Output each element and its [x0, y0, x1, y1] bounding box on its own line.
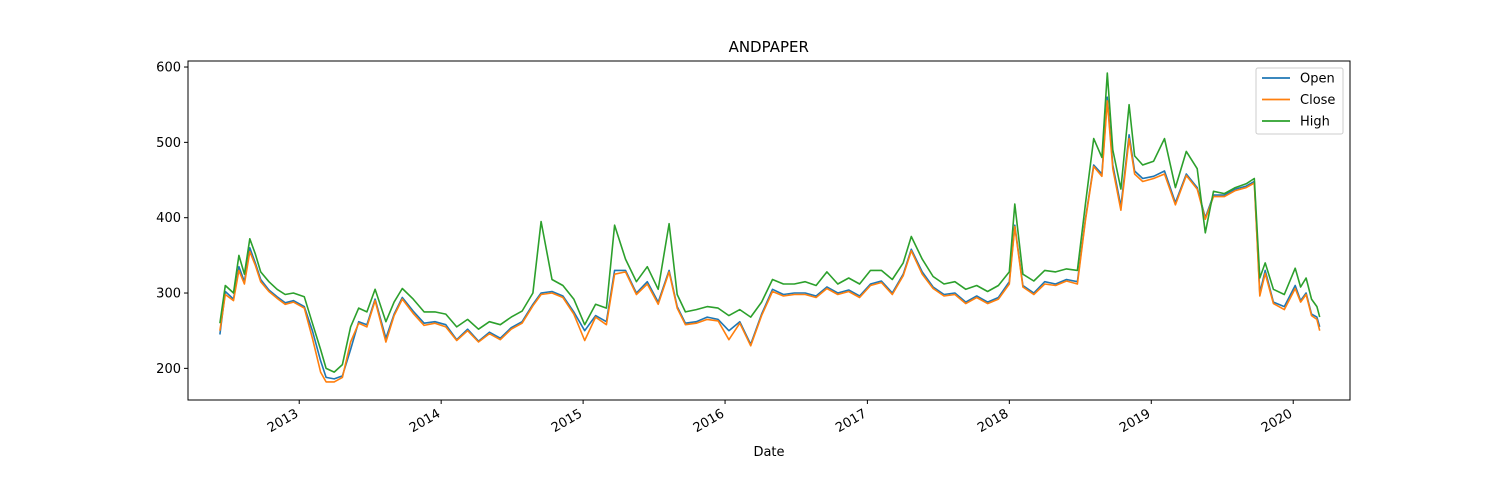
- series-line-high: [219, 72, 1321, 373]
- y-tick-label: 200: [156, 362, 181, 377]
- y-axis: 200 300 400 500 600: [156, 61, 188, 377]
- legend-label-high: High: [1300, 115, 1330, 130]
- series-line-open: [219, 96, 1321, 380]
- series-line-close: [219, 100, 1321, 383]
- y-tick-label: 400: [156, 211, 181, 226]
- legend-label-open: Open: [1300, 72, 1335, 87]
- y-tick-label: 500: [156, 136, 181, 151]
- legend: Open Close High: [1255, 67, 1344, 135]
- legend-box: [1255, 67, 1344, 135]
- series-layer: [219, 72, 1321, 383]
- x-axis-label: Date: [753, 445, 784, 460]
- chart-title: ANDPAPER: [729, 38, 809, 56]
- y-tick-label: 300: [156, 287, 181, 302]
- legend-label-close: Close: [1300, 93, 1335, 108]
- y-tick-label: 600: [156, 61, 181, 76]
- plot-frame: [187, 60, 1351, 401]
